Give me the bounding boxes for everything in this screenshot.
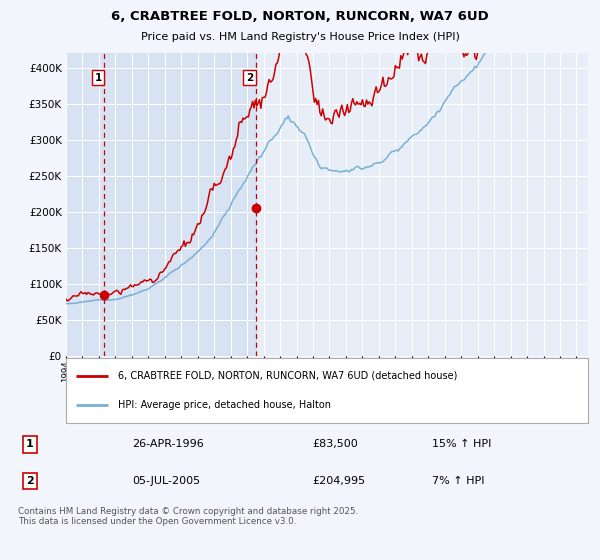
Text: 15% ↑ HPI: 15% ↑ HPI xyxy=(432,440,491,450)
Text: 1: 1 xyxy=(26,440,34,450)
Text: Contains HM Land Registry data © Crown copyright and database right 2025.
This d: Contains HM Land Registry data © Crown c… xyxy=(18,507,358,526)
Text: 7% ↑ HPI: 7% ↑ HPI xyxy=(432,476,485,486)
Text: 05-JUL-2005: 05-JUL-2005 xyxy=(132,476,200,486)
Text: 1: 1 xyxy=(94,73,102,83)
Bar xyxy=(66,53,256,356)
Text: 6, CRABTREE FOLD, NORTON, RUNCORN, WA7 6UD (detached house): 6, CRABTREE FOLD, NORTON, RUNCORN, WA7 6… xyxy=(118,371,458,381)
Text: £204,995: £204,995 xyxy=(312,476,365,486)
FancyBboxPatch shape xyxy=(66,358,588,423)
Text: 2: 2 xyxy=(26,476,34,486)
Text: HPI: Average price, detached house, Halton: HPI: Average price, detached house, Halt… xyxy=(118,400,331,410)
Text: 26-APR-1996: 26-APR-1996 xyxy=(132,440,204,450)
Text: Price paid vs. HM Land Registry's House Price Index (HPI): Price paid vs. HM Land Registry's House … xyxy=(140,32,460,43)
Text: £83,500: £83,500 xyxy=(312,440,358,450)
Text: 2: 2 xyxy=(246,73,253,83)
Text: 6, CRABTREE FOLD, NORTON, RUNCORN, WA7 6UD: 6, CRABTREE FOLD, NORTON, RUNCORN, WA7 6… xyxy=(111,10,489,23)
